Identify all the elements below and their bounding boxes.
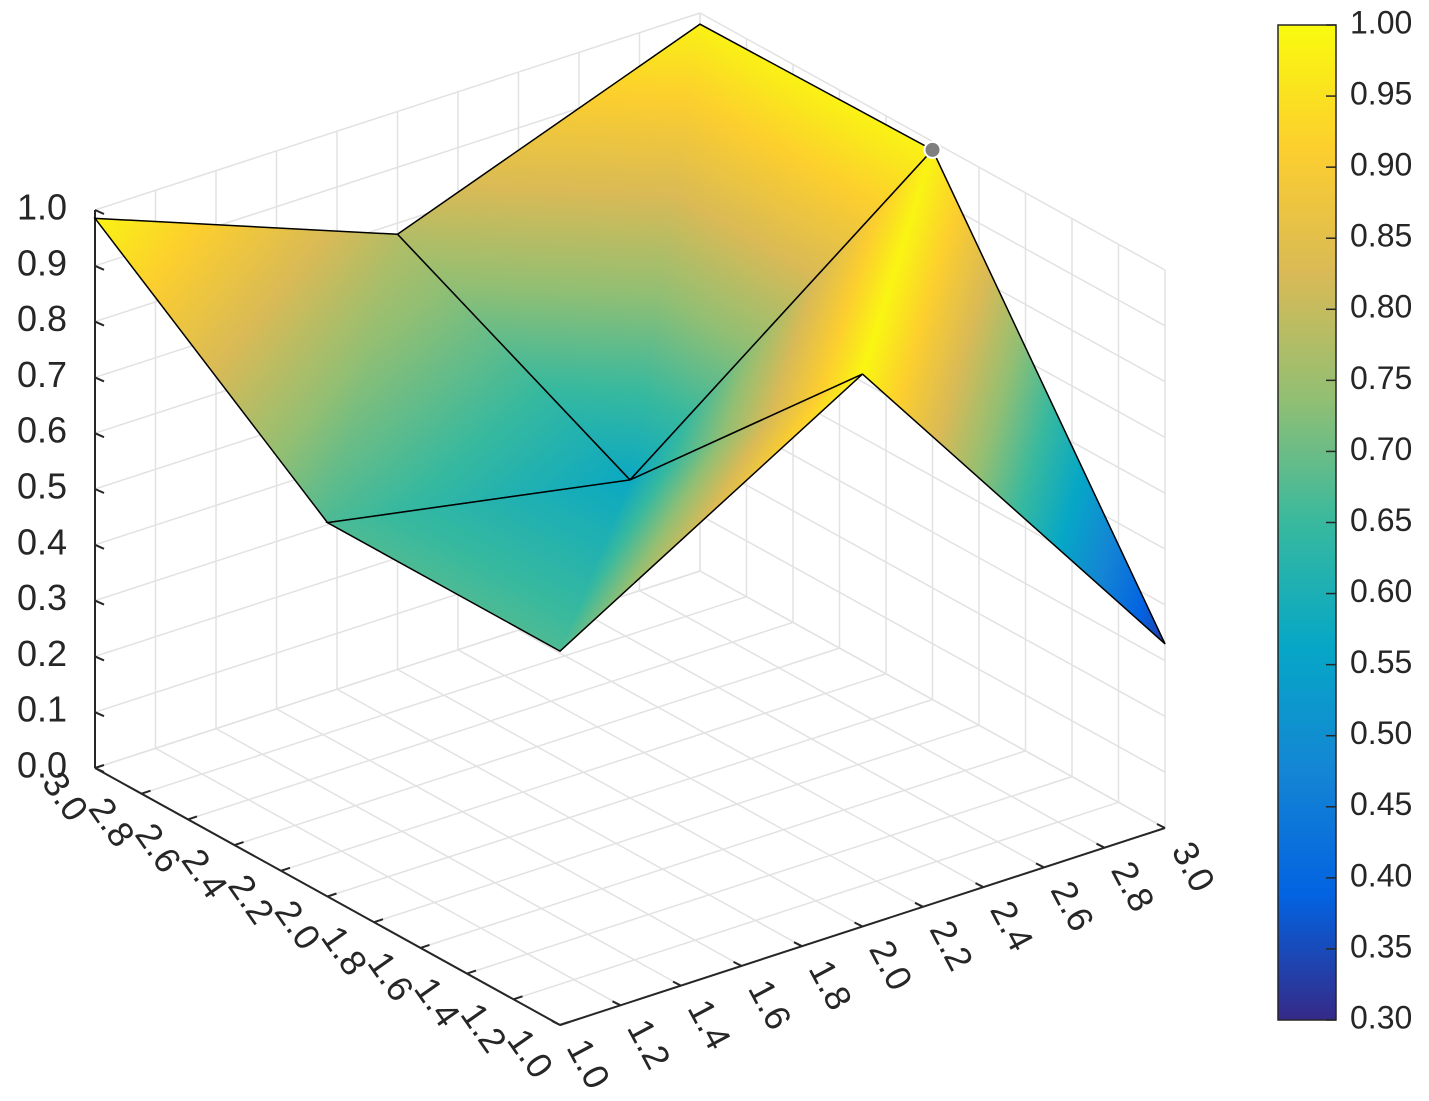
z-tick (94, 376, 105, 383)
z-tick-label: 0.8 (17, 298, 67, 339)
x-tick-label: 1.0 (559, 1032, 619, 1095)
x-tick-label: 2.6 (1043, 874, 1103, 937)
x-tick (612, 1000, 621, 1007)
y-tick (94, 764, 105, 769)
grid-line (699, 514, 1166, 773)
y-tick (327, 892, 337, 898)
x-tick (551, 1020, 561, 1026)
z-tick-label: 0.2 (17, 633, 67, 674)
grid-line (141, 595, 747, 795)
colorbar-tick-label: 0.60 (1350, 573, 1412, 609)
colorbar-tick-label: 0.75 (1350, 360, 1412, 396)
grid-line (513, 801, 1119, 1001)
grid-line (373, 724, 980, 923)
z-tick-label: 0.9 (17, 242, 67, 283)
x-tick (1035, 862, 1045, 869)
x-tick-label: 1.6 (740, 973, 800, 1036)
z-tick (94, 209, 105, 215)
y-tick (234, 841, 244, 847)
z-tick (94, 488, 105, 494)
grid-line (327, 698, 933, 898)
x-tick-label: 2.4 (982, 894, 1042, 957)
z-tick (94, 543, 105, 550)
y-tick (280, 866, 291, 872)
y-tick (373, 918, 384, 924)
z-tick (94, 711, 105, 718)
y-tick (420, 943, 430, 949)
surface-edge (325, 373, 864, 653)
colorbar-tick-label: 0.85 (1350, 218, 1412, 254)
x-tick-label: 2.0 (861, 933, 921, 996)
colorbar-tick-label: 0.80 (1350, 289, 1412, 325)
z-tick (94, 767, 105, 773)
x-tick-label: 2.2 (922, 914, 982, 977)
colorbar-tick-label: 0.30 (1350, 999, 1412, 1035)
colorbar-tick-label: 0.35 (1350, 928, 1412, 964)
x-tick (793, 941, 803, 948)
x-tick (672, 980, 682, 987)
y-tick (466, 969, 477, 975)
x-tick (1156, 823, 1166, 829)
colorbar-tick-label: 1.00 (1350, 4, 1412, 40)
z-tick (94, 264, 105, 271)
colorbar-tick-label: 0.55 (1350, 644, 1412, 680)
x-tick (733, 961, 742, 967)
grid-line (420, 750, 1026, 949)
z-tick-label: 0.5 (17, 466, 67, 507)
highlight-point (923, 140, 942, 159)
x-tick (854, 921, 863, 928)
colorbar-tick-label: 0.95 (1350, 76, 1412, 112)
x-tick-label: 1.8 (801, 953, 861, 1016)
x-tick-label: 1.4 (680, 992, 740, 1055)
colorbar-tick-label: 0.70 (1350, 431, 1412, 467)
z-tick-label: 0.3 (17, 577, 67, 618)
z-tick (94, 655, 105, 662)
x-tick-label: 3.0 (1164, 835, 1224, 898)
grid-line (466, 775, 1073, 975)
grid-line (234, 647, 840, 846)
z-tick-label: 0.7 (17, 354, 67, 395)
x-tick-label: 1.2 (619, 1012, 679, 1075)
y-tick (559, 1021, 570, 1026)
z-tick-label: 0.0 (17, 745, 67, 786)
z-tick-label: 0.4 (17, 521, 67, 562)
z-tick-label: 0.1 (17, 689, 67, 730)
z-tick (94, 432, 105, 439)
colorbar-tick-label: 0.50 (1350, 715, 1412, 751)
z-tick-label: 1.0 (17, 187, 67, 228)
x-tick (975, 882, 984, 888)
grid-line (699, 570, 1166, 829)
x-tick (1096, 842, 1105, 849)
grid-line (280, 673, 887, 872)
x-tick (914, 901, 924, 908)
y-tick (513, 995, 523, 1001)
grid-line (94, 12, 701, 211)
y-tick (141, 789, 151, 795)
colorbar-tick-label: 0.65 (1350, 502, 1412, 538)
x-tick-label: 2.8 (1103, 855, 1163, 918)
z-tick (94, 320, 105, 327)
grid-line (187, 621, 794, 821)
colorbar-tick-label: 0.45 (1350, 786, 1412, 822)
y-tick (187, 815, 198, 821)
colorbar-tick-label: 0.90 (1350, 147, 1412, 183)
z-tick (94, 599, 105, 606)
z-tick-label: 0.6 (17, 410, 67, 451)
grid-line (699, 458, 1166, 718)
colorbar-tick-label: 0.40 (1350, 857, 1412, 893)
